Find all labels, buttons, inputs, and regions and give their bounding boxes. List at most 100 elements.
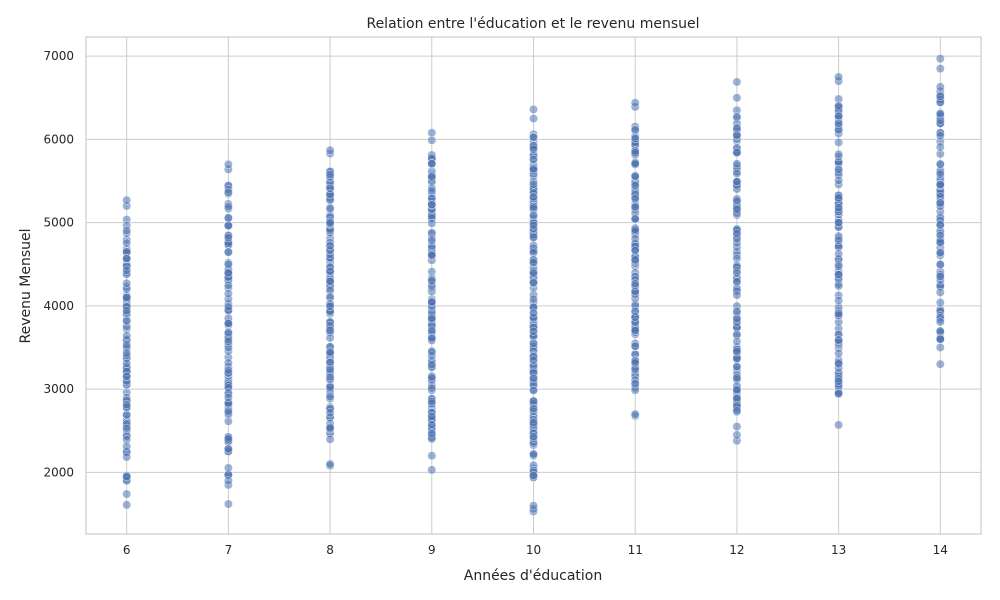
data-point — [630, 224, 640, 234]
x-tick-label: 11 — [628, 543, 643, 557]
data-point — [529, 155, 538, 164]
data-point — [427, 219, 437, 228]
data-point — [935, 131, 945, 141]
data-point — [427, 373, 437, 382]
data-point — [529, 278, 538, 287]
data-point — [427, 250, 437, 260]
data-point — [732, 385, 742, 394]
data-point — [732, 159, 742, 169]
data-point — [122, 316, 132, 326]
data-point — [223, 202, 233, 212]
data-point — [732, 306, 742, 316]
data-point — [834, 175, 844, 185]
data-point — [630, 306, 640, 316]
data-point — [834, 193, 844, 203]
data-point — [732, 430, 742, 440]
data-point — [630, 194, 640, 204]
data-point — [529, 501, 538, 511]
data-point — [834, 335, 844, 345]
data-point — [834, 235, 844, 245]
data-point — [325, 145, 335, 155]
x-tick-label: 14 — [933, 543, 948, 557]
data-point — [122, 400, 132, 409]
data-point — [427, 276, 437, 286]
data-point — [834, 359, 844, 369]
data-point — [732, 422, 742, 432]
data-point — [223, 463, 233, 473]
data-point — [122, 452, 132, 462]
data-point — [122, 306, 132, 316]
data-point — [325, 325, 335, 335]
data-point — [223, 233, 233, 243]
data-point — [427, 397, 437, 406]
y-tick-label: 3000 — [43, 382, 74, 396]
data-point — [427, 135, 437, 145]
data-point — [630, 326, 640, 335]
data-point — [630, 158, 640, 168]
data-point — [935, 248, 945, 257]
y-tick-labels: 2000 3000 4000 5000 6000 7000 — [43, 49, 74, 479]
data-point — [223, 302, 233, 312]
data-point — [223, 247, 233, 257]
data-point — [223, 221, 233, 231]
data-point — [529, 355, 538, 365]
data-point — [935, 169, 945, 179]
data-point — [732, 347, 742, 357]
x-tick-label: 12 — [729, 543, 744, 557]
x-tick-label: 8 — [326, 543, 334, 557]
data-point — [834, 376, 844, 386]
data-point — [223, 289, 233, 299]
data-point — [732, 169, 742, 178]
data-point — [834, 308, 844, 318]
data-point — [732, 204, 742, 214]
data-point — [935, 92, 945, 101]
data-point — [427, 325, 437, 335]
data-point — [427, 360, 437, 370]
data-point — [122, 423, 132, 433]
data-point — [529, 418, 538, 428]
data-point — [325, 422, 335, 432]
data-point — [834, 270, 844, 280]
data-point — [427, 429, 437, 439]
data-point — [630, 255, 640, 265]
data-point — [630, 358, 640, 368]
data-point — [732, 112, 742, 122]
data-point — [529, 338, 538, 348]
data-point — [122, 372, 132, 381]
data-point — [834, 249, 844, 259]
data-point — [427, 313, 437, 323]
data-point — [529, 470, 538, 480]
data-point — [732, 195, 742, 205]
data-point — [529, 210, 538, 220]
data-point — [122, 489, 132, 499]
data-point — [427, 412, 437, 421]
data-point — [529, 105, 538, 114]
data-point — [529, 404, 538, 414]
data-point — [935, 298, 945, 307]
x-tick-label: 6 — [123, 543, 131, 557]
data-point — [630, 98, 640, 108]
data-point — [325, 241, 335, 251]
data-point — [630, 181, 640, 191]
x-tick-labels: 6 7 8 9 10 11 12 13 14 — [123, 543, 948, 557]
data-point — [223, 434, 233, 444]
data-point — [935, 64, 945, 74]
data-point — [630, 379, 640, 389]
data-point — [427, 128, 437, 138]
y-tick-label: 2000 — [43, 465, 74, 479]
data-point — [529, 132, 538, 142]
data-point — [732, 228, 742, 238]
data-point — [529, 192, 538, 202]
data-point — [935, 334, 945, 344]
data-point — [122, 500, 132, 510]
data-point — [935, 326, 945, 336]
data-point — [529, 114, 538, 123]
data-point — [223, 328, 233, 338]
data-point — [529, 268, 538, 278]
x-tick-label: 7 — [225, 543, 233, 557]
data-point — [529, 220, 538, 230]
data-point — [223, 393, 233, 402]
data-point — [427, 297, 437, 307]
y-tick-label: 7000 — [43, 49, 74, 63]
data-point — [223, 365, 233, 375]
